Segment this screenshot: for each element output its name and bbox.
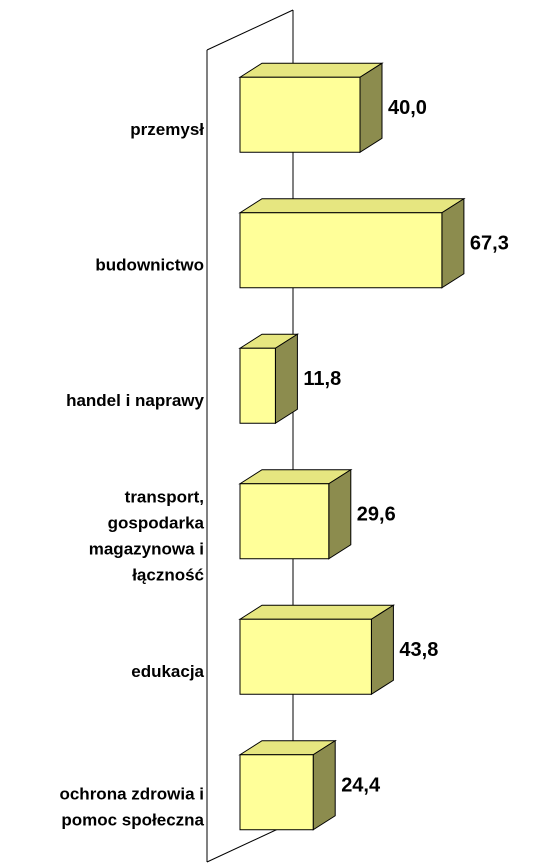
bar-side [274,333,298,425]
category-label: handel i naprawy [66,391,204,410]
bar-front [239,618,372,695]
bar-side [359,62,383,154]
bar [238,333,300,425]
bar [238,604,396,696]
wall-top-edge [206,9,294,51]
bar-front [239,754,314,831]
category-label: ochrona zdrowia i [59,785,204,804]
value-label: 29,6 [357,504,396,526]
bar-top [238,198,466,214]
category-label: magazynowa i [89,540,204,559]
category-label: gospodarka [108,514,205,533]
value-label: 11,8 [303,368,341,390]
bar-top [238,604,396,620]
bar-side [441,197,465,289]
bar-side [328,468,352,560]
bar-side [312,739,336,831]
category-label: pomoc społeczna [61,811,204,830]
value-label: 40,0 [388,97,427,119]
bar [238,197,466,289]
bar-side [370,604,394,696]
bar [238,739,337,831]
bar [238,62,384,154]
value-label: 67,3 [470,233,509,255]
category-label: edukacja [131,662,204,681]
category-label: łączność [132,566,204,585]
category-label: przemysł [130,120,204,139]
bar-front [239,212,443,289]
value-label: 43,8 [399,639,438,661]
bar [238,468,353,560]
value-label: 24,4 [341,775,381,797]
bar-front [239,347,276,424]
category-label: budownictwo [95,256,204,275]
bar-front [239,483,330,560]
bar-front [239,76,361,153]
bar-top [238,62,384,78]
category-label: transport, [125,488,204,507]
